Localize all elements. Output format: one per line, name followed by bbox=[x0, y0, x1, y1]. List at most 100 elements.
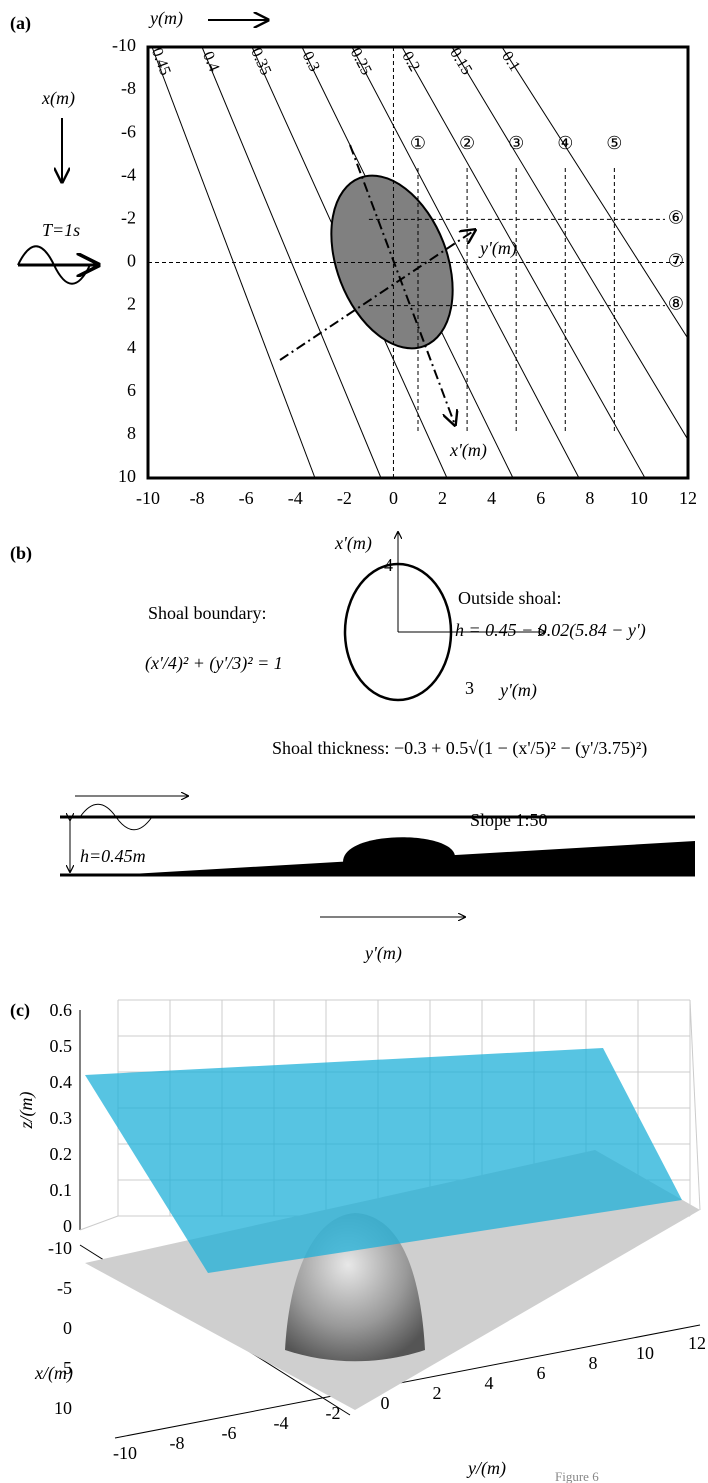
contour-line bbox=[401, 47, 646, 478]
y-tick-label: 6 bbox=[537, 1363, 546, 1383]
transect-label: ② bbox=[459, 133, 475, 153]
y-tick-label: -6 bbox=[121, 121, 136, 141]
shoal-section bbox=[343, 837, 455, 862]
y-tick-label: 2 bbox=[127, 294, 136, 314]
y-tick-label: -10 bbox=[113, 1443, 137, 1463]
rotated-axis bbox=[349, 144, 455, 425]
x-tick-label: 4 bbox=[487, 488, 496, 508]
contour-line bbox=[451, 47, 688, 441]
y-tick-label: 4 bbox=[127, 337, 136, 357]
z-tick-label: 0.3 bbox=[50, 1108, 73, 1128]
axis bbox=[114, 1324, 701, 1439]
y-tick-label: -4 bbox=[274, 1413, 289, 1433]
x-tick-label: -2 bbox=[337, 488, 352, 508]
y-tick-label: 6 bbox=[127, 380, 136, 400]
axis-label: z/(m) bbox=[16, 1092, 37, 1130]
contour-label: 0.2 bbox=[398, 49, 423, 75]
x-tick-label: 0 bbox=[63, 1318, 72, 1338]
x-tick-label: 10 bbox=[630, 488, 648, 508]
transect-label: ③ bbox=[508, 133, 524, 153]
shoal bbox=[330, 174, 454, 350]
thickness-equation: Shoal thickness: −0.3 + 0.5√(1 − (x'/5)²… bbox=[272, 738, 647, 759]
depth-label: h=0.45m bbox=[80, 846, 146, 866]
transects: ① ② ③ ④ ⑤ ⑥ ⑦ ⑧ bbox=[148, 47, 688, 478]
period-label: T=1s bbox=[42, 220, 80, 240]
shoal-boundary bbox=[343, 562, 453, 702]
x-tick-label: 6 bbox=[536, 488, 545, 508]
boundary-equation: (x'/4)² + (y'/3)² = 1 bbox=[145, 653, 283, 674]
contour-label: 0.15 bbox=[446, 45, 475, 78]
axis-label: y(m) bbox=[148, 8, 183, 29]
x-tick-label: 2 bbox=[438, 488, 447, 508]
z-tick-label: 0.1 bbox=[50, 1180, 73, 1200]
transect-label: ⑥ bbox=[668, 208, 684, 228]
x-tick-label: -10 bbox=[48, 1238, 72, 1258]
contour-label: 0.35 bbox=[247, 45, 274, 78]
x-tick-label: -8 bbox=[190, 488, 205, 508]
axis-label: y/(m) bbox=[466, 1458, 506, 1479]
contour-label: 0.4 bbox=[199, 49, 222, 74]
plot-frame bbox=[146, 45, 690, 480]
y-tick-label: 12 bbox=[688, 1333, 706, 1353]
x-tick-label: -10 bbox=[136, 488, 160, 508]
axis-label: y'(m) bbox=[363, 943, 402, 964]
z-tick-label: 0.5 bbox=[50, 1036, 73, 1056]
outside-equation: h = 0.45 − 0.02(5.84 − y') bbox=[455, 620, 646, 641]
y-tick-label: 2 bbox=[433, 1383, 442, 1403]
axis bbox=[79, 1215, 119, 1231]
rotated-axis bbox=[279, 230, 475, 361]
y-tick-label: 10 bbox=[636, 1343, 654, 1363]
y-tick-label: 8 bbox=[589, 1353, 598, 1373]
panel-label: (a) bbox=[10, 13, 31, 34]
water-surface bbox=[85, 1048, 682, 1273]
z-tick-label: 0.4 bbox=[50, 1072, 73, 1092]
y-tick-label: 4 bbox=[485, 1373, 494, 1393]
x-tick-label: 0 bbox=[389, 488, 398, 508]
axis-label: x'(m) bbox=[334, 533, 372, 554]
axis-label: y'(m) bbox=[478, 238, 517, 259]
axis bbox=[689, 999, 701, 1211]
axis-label: x/(m) bbox=[34, 1363, 73, 1384]
axis-label: x(m) bbox=[41, 88, 75, 109]
transect-label: ④ bbox=[557, 133, 573, 153]
x-tick-label: -6 bbox=[239, 488, 254, 508]
z-tick-label: 0.2 bbox=[50, 1144, 73, 1164]
boundary-title: Shoal boundary: bbox=[148, 603, 267, 623]
axis-label: x'(m) bbox=[449, 440, 487, 461]
y-tick-label: -10 bbox=[112, 35, 136, 55]
y-tick-label: 10 bbox=[118, 466, 136, 486]
y-tick-label: -6 bbox=[222, 1423, 237, 1443]
panel-label: (b) bbox=[10, 543, 32, 564]
y-tick-label: 0 bbox=[381, 1393, 390, 1413]
outside-title: Outside shoal: bbox=[458, 588, 562, 608]
transect-label: ⑤ bbox=[606, 133, 622, 153]
contour-label: 0.1 bbox=[498, 49, 523, 75]
transect-label: ① bbox=[410, 133, 426, 153]
x-tick-label: -4 bbox=[288, 488, 303, 508]
x-tick-label: 8 bbox=[585, 488, 594, 508]
y-tick-label: -8 bbox=[170, 1433, 185, 1453]
caption: Figure 6 bbox=[555, 1469, 599, 1483]
contour-label: 0.3 bbox=[299, 49, 323, 74]
z-tick-label: 0 bbox=[63, 1216, 72, 1236]
y-tick-label: -2 bbox=[121, 208, 136, 228]
transect-label: ⑦ bbox=[668, 251, 684, 271]
contour-label: 0.45 bbox=[148, 46, 174, 78]
transect-label: ⑧ bbox=[668, 294, 684, 314]
y-tick-label: -8 bbox=[121, 78, 136, 98]
y-tick-label: 0 bbox=[127, 251, 136, 271]
semi-axis: 3 bbox=[465, 678, 474, 698]
contour-label: 0.25 bbox=[347, 45, 375, 78]
slope-label: Slope 1:50 bbox=[470, 810, 548, 830]
y-tick-label: -2 bbox=[326, 1403, 341, 1423]
y-tick-label: 8 bbox=[127, 423, 136, 443]
semi-axis: 4 bbox=[384, 555, 393, 575]
x-tick-label: -5 bbox=[57, 1278, 72, 1298]
y-tick-label: -4 bbox=[121, 164, 136, 184]
axis-label: y'(m) bbox=[498, 680, 537, 701]
x-tick-label: 10 bbox=[54, 1398, 72, 1418]
x-tick-label: 12 bbox=[679, 488, 697, 508]
x-tick-label: 5 bbox=[63, 1358, 72, 1378]
z-tick-label: 0.6 bbox=[50, 1000, 73, 1020]
